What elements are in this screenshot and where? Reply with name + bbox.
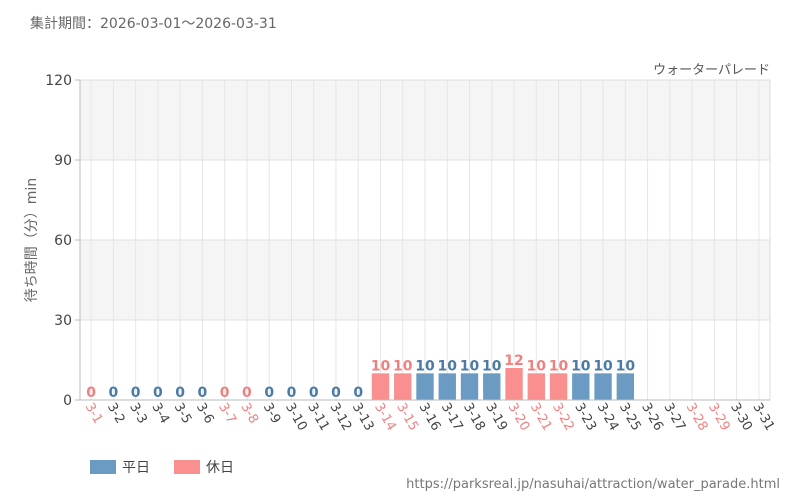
- x-tick-label: 3-1: [82, 401, 106, 427]
- series-label: ウォーターパレード: [653, 63, 770, 78]
- data-label: 10: [460, 358, 480, 374]
- x-tick-label: 3-27: [660, 401, 688, 434]
- y-axis-label: 待ち時間（分）min: [24, 178, 40, 302]
- data-label: 10: [438, 358, 458, 374]
- x-tick-label: 3-16: [416, 401, 444, 434]
- x-tick-label: 3-3: [126, 401, 150, 427]
- legend: 平日 休日: [90, 460, 234, 476]
- x-tick-label: 3-2: [104, 401, 128, 427]
- bar: [416, 373, 434, 400]
- data-label: 0: [153, 385, 163, 401]
- bar: [438, 373, 456, 400]
- x-tick-label: 3-11: [304, 401, 332, 434]
- data-label: 0: [242, 385, 252, 401]
- data-label: 0: [109, 385, 119, 401]
- y-axis-ticks: 0 30 60 90 120: [45, 73, 80, 409]
- x-tick-label: 3-31: [749, 401, 777, 434]
- x-tick-label: 3-18: [460, 401, 488, 434]
- data-label: 10: [482, 358, 502, 374]
- bar: [616, 373, 635, 400]
- data-label: 10: [571, 358, 591, 374]
- bars: [371, 368, 635, 400]
- data-label: 0: [220, 385, 230, 401]
- bar: [460, 373, 479, 400]
- data-label: 0: [198, 385, 208, 401]
- x-tick-label: 3-25: [616, 401, 644, 434]
- y-tick-label: 120: [45, 73, 72, 89]
- x-tick-label: 3-26: [638, 401, 666, 434]
- bar: [549, 373, 568, 400]
- x-tick-label: 3-13: [349, 401, 377, 434]
- x-tick-label: 3-10: [282, 401, 310, 434]
- bar: [505, 368, 523, 400]
- y-tick-label: 0: [63, 393, 72, 409]
- x-tick-label: 3-21: [527, 401, 555, 434]
- data-label: 0: [175, 385, 185, 401]
- data-label: 10: [527, 358, 547, 374]
- bar: [371, 373, 390, 400]
- x-tick-label: 3-5: [171, 401, 195, 427]
- y-tick-label: 90: [54, 153, 72, 169]
- data-label: 0: [331, 385, 341, 401]
- x-tick-label: 3-7: [215, 401, 239, 427]
- x-tick-label: 3-29: [705, 401, 733, 434]
- bar: [527, 373, 545, 400]
- x-tick-label: 3-12: [327, 401, 355, 434]
- y-tick-label: 60: [54, 233, 72, 249]
- data-label: 10: [549, 358, 569, 374]
- x-tick-label: 3-28: [683, 401, 711, 434]
- x-tick-label: 3-30: [727, 401, 755, 434]
- x-tick-label: 3-17: [438, 401, 466, 434]
- x-axis-ticks: 3-13-23-33-43-53-63-73-83-93-103-113-123…: [82, 401, 777, 434]
- source-url: https://parksreal.jp/nasuhai/attraction/…: [406, 477, 780, 492]
- data-label: 0: [86, 385, 96, 401]
- bar: [394, 373, 412, 400]
- x-tick-label: 3-19: [482, 401, 510, 434]
- plot-area: [79, 79, 771, 401]
- period-text: 集計期間：2026-03-01～2026-03-31: [30, 15, 277, 32]
- data-label: 0: [131, 385, 141, 401]
- x-tick-label: 3-24: [594, 401, 622, 434]
- x-tick-label: 3-23: [571, 401, 599, 434]
- x-tick-label: 3-6: [193, 401, 217, 427]
- data-label: 10: [593, 358, 613, 374]
- legend-label-holiday: 休日: [206, 460, 234, 476]
- legend-label-weekday: 平日: [122, 460, 150, 476]
- legend-swatch-holiday: [174, 460, 200, 474]
- data-label: 12: [504, 353, 523, 369]
- data-labels: 0 0 0 0 0 0 0 0 0 0 0 0 010 10 10 10 10 10 12 10 10 10 10 10: [86, 353, 635, 401]
- data-label: 10: [393, 358, 413, 374]
- data-label: 0: [287, 385, 297, 401]
- bar: [594, 373, 612, 400]
- x-tick-label: 3-8: [237, 401, 261, 427]
- data-label: 10: [616, 358, 636, 374]
- y-tick-label: 30: [54, 313, 72, 329]
- bar: [572, 373, 590, 400]
- x-tick-label: 3-22: [549, 401, 577, 434]
- data-label: 10: [415, 358, 435, 374]
- data-label: 0: [353, 385, 363, 401]
- x-tick-label: 3-9: [260, 401, 284, 427]
- x-tick-label: 3-4: [148, 401, 172, 427]
- x-tick-label: 3-15: [393, 401, 421, 434]
- bar: [483, 373, 501, 400]
- x-tick-label: 3-20: [505, 401, 533, 434]
- x-tick-label: 3-14: [371, 401, 399, 434]
- data-label: 0: [309, 385, 319, 401]
- legend-swatch-weekday: [90, 460, 116, 474]
- data-label: 0: [264, 385, 274, 401]
- data-label: 10: [371, 358, 391, 374]
